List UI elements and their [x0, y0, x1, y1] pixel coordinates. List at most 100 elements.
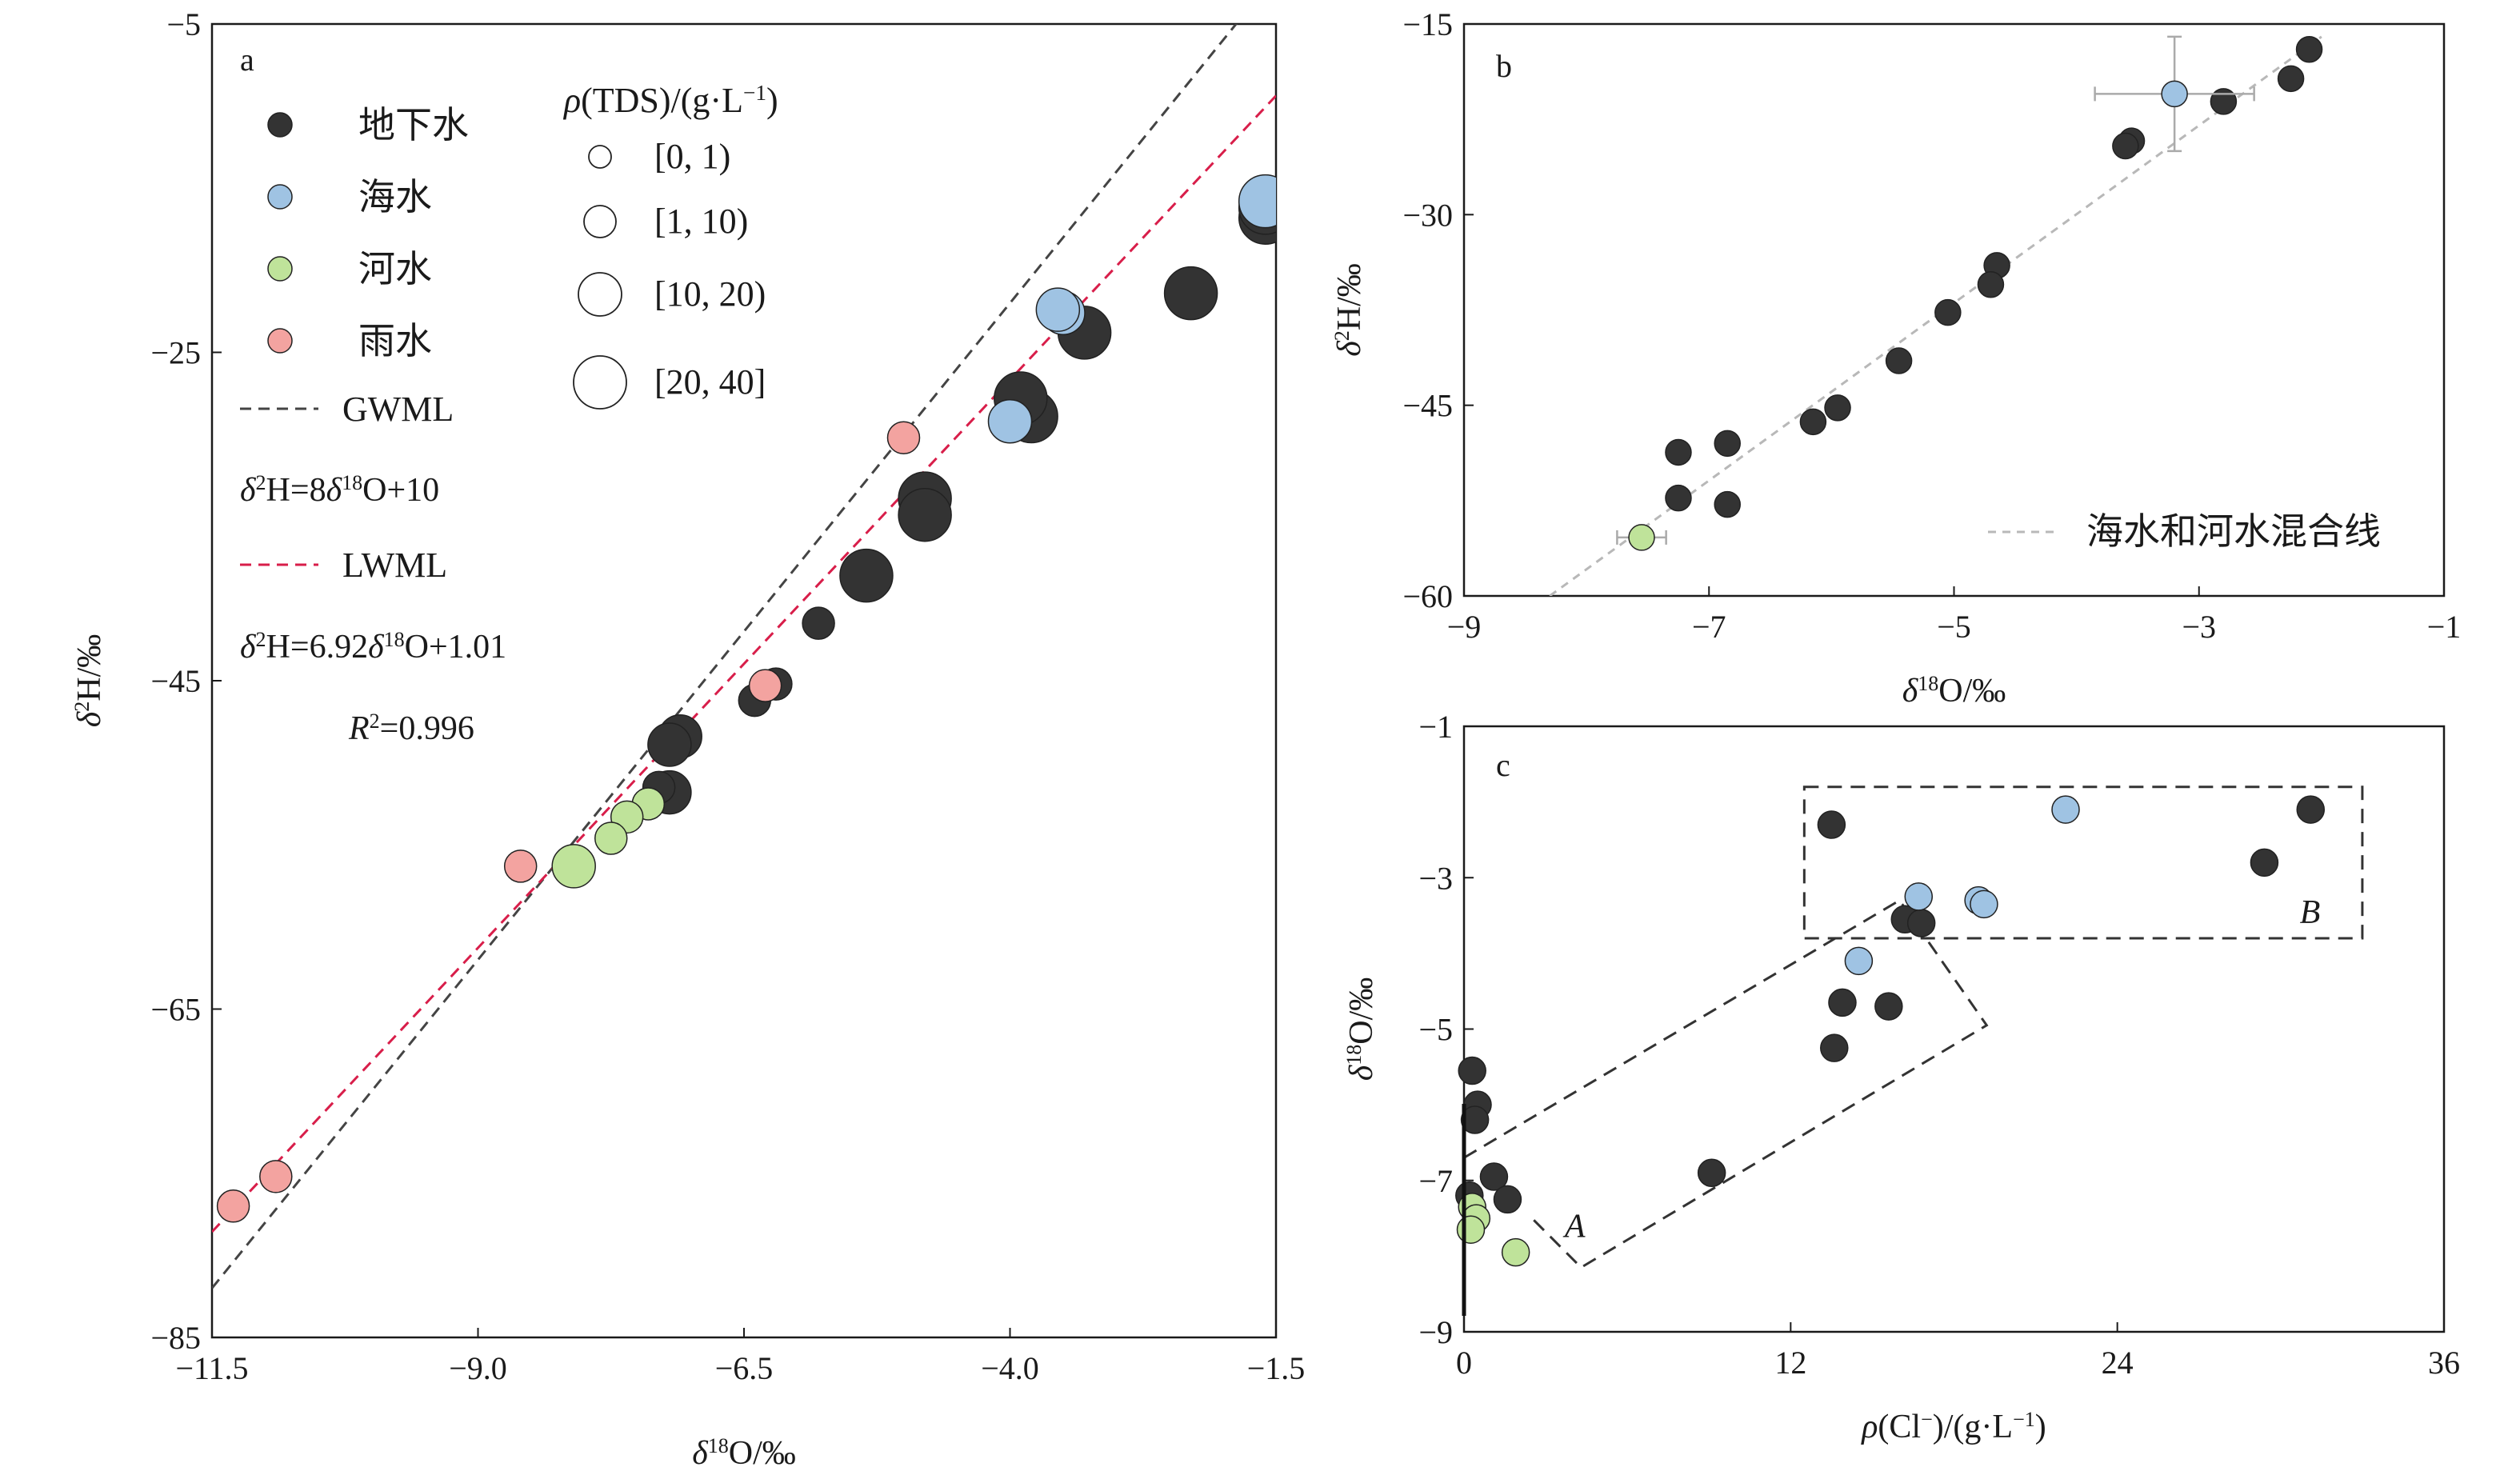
y-tick-label: −45 [1402, 388, 1453, 424]
y-tick-label: −5 [1418, 1012, 1453, 1048]
river-legend-marker [267, 256, 293, 282]
groundwater-point [1458, 1056, 1486, 1085]
x-tick-label: −3 [2182, 609, 2216, 645]
x-tick-label: −9 [1447, 609, 1482, 645]
seawater-point [1844, 946, 1874, 976]
seawater-point [1238, 174, 1276, 229]
panel-label-a: a [240, 42, 254, 78]
gwml-line [212, 24, 1238, 1289]
groundwater-point [1824, 394, 1851, 422]
size-legend-circle [588, 145, 612, 169]
size-legend-label: [1, 10) [654, 202, 748, 241]
groundwater-point [2210, 88, 2238, 115]
river-legend-label: 河水 [358, 247, 432, 290]
groundwater-point [1799, 408, 1827, 436]
groundwater-legend-label: 地下水 [358, 103, 469, 146]
x-tick-label: 0 [1456, 1345, 1472, 1381]
rain-point [216, 1189, 250, 1223]
groundwater-point [1820, 1033, 1849, 1062]
size-legend-circle [573, 355, 627, 410]
y-tick-label: −25 [150, 335, 201, 371]
seawater-point [987, 398, 1033, 444]
groundwater-point [1460, 1105, 1490, 1134]
river-point [551, 844, 596, 889]
y-axis-label: δ18O/‰ [1342, 977, 1381, 1081]
y-tick-label: −30 [1402, 197, 1453, 233]
lwml-line [212, 94, 1276, 1233]
river-point [594, 821, 628, 855]
groundwater-point [1714, 430, 1741, 458]
gwml-legend-label: GWML [342, 390, 454, 429]
y-axis-label: δ2H/‰ [70, 634, 109, 728]
y-tick-label: −3 [1418, 860, 1453, 896]
rain-legend-label: 雨水 [358, 319, 432, 362]
panel-c-chart: 0 12 24 36 −9 −7 −5 −3 −1 c A Bρ(Cl−)/(g·L−1) δ18O/‰ [1342, 709, 2461, 1445]
y-tick-label: −85 [150, 1320, 201, 1356]
region-a-label: A [1562, 1209, 1586, 1245]
groundwater-point [2296, 795, 2326, 824]
x-tick-label: 36 [2428, 1345, 2460, 1381]
panel-label-b: b [1496, 48, 1512, 84]
groundwater-point [1493, 1185, 1522, 1214]
x-tick-label: −5 [1937, 609, 1971, 645]
river-point [1628, 524, 1655, 551]
size-legend-circle [583, 205, 617, 238]
x-tick-label: 24 [2102, 1345, 2134, 1381]
panel-label-c: c [1496, 747, 1510, 783]
x-tick-label: −1 [2427, 609, 2462, 645]
rain-point [748, 669, 782, 702]
y-tick-label: −9 [1418, 1314, 1453, 1350]
size-legend-label: [10, 20) [654, 274, 766, 314]
size-legend-label: [20, 40] [654, 362, 766, 402]
y-tick-label: −7 [1418, 1163, 1453, 1199]
groundwater-point [1874, 992, 1903, 1021]
groundwater-point [1934, 298, 1962, 326]
groundwater-point [1665, 484, 1692, 512]
groundwater-point [647, 722, 692, 767]
lwml-equation: δ2H=6.92δ18O+1.01 [240, 628, 506, 666]
x-tick-label: −11.5 [175, 1350, 248, 1386]
y-tick-label: −15 [1402, 6, 1453, 42]
groundwater-point [802, 606, 835, 640]
groundwater-point [2277, 65, 2305, 93]
groundwater-point [1163, 266, 1218, 321]
groundwater-point [2295, 36, 2323, 63]
panel-a-chart: −11.5 −9.0 −6.5 −4.0 −1.5 −85 −65 −45 −25 −5 a 地下水海… [70, 6, 1306, 1473]
groundwater-point [1828, 988, 1857, 1017]
seawater-point [1970, 889, 1998, 919]
gwml-equation: δ2H=8δ18O+10 [240, 471, 439, 510]
region-b-label: B [2300, 894, 2321, 931]
x-axis-label: δ18O/‰ [692, 1434, 796, 1473]
y-tick-label: −5 [166, 6, 201, 42]
groundwater-point [1714, 490, 1741, 518]
plot-frame [1462, 725, 2446, 1333]
groundwater-point [1977, 270, 2005, 298]
x-tick-label: −7 [1692, 609, 1726, 645]
x-tick-label: 12 [1774, 1345, 1806, 1381]
seawater-point [1035, 287, 1081, 332]
size-legend-circle [578, 272, 622, 317]
y-tick-label: −60 [1402, 578, 1453, 614]
lwml-legend-label: LWML [342, 546, 447, 585]
seawater-point [2051, 795, 2080, 824]
groundwater-point [1817, 810, 1846, 839]
river-point [1456, 1215, 1486, 1245]
groundwater-point [2112, 132, 2139, 160]
mixing-line-label: 海水和河水混合线 [2086, 510, 2381, 553]
groundwater-point [2250, 848, 2279, 877]
rain-point [259, 1160, 293, 1193]
seawater-legend-marker [267, 184, 293, 210]
seawater-legend-label: 海水 [358, 175, 432, 218]
x-tick-label: −1.5 [1247, 1350, 1306, 1386]
groundwater-point [1906, 909, 1936, 937]
x-tick-label: −9.0 [449, 1350, 507, 1386]
seawater-point [2161, 80, 2188, 108]
region-b-box [1802, 785, 2364, 940]
groundwater-point [1885, 347, 1913, 374]
rain-point [886, 421, 921, 454]
y-tick-label: −1 [1418, 709, 1453, 745]
r-squared-label: R2=0.996 [348, 710, 474, 748]
groundwater-point [1697, 1158, 1726, 1188]
size-legend-title: ρ(TDS)/(g·L−1) [562, 81, 778, 120]
